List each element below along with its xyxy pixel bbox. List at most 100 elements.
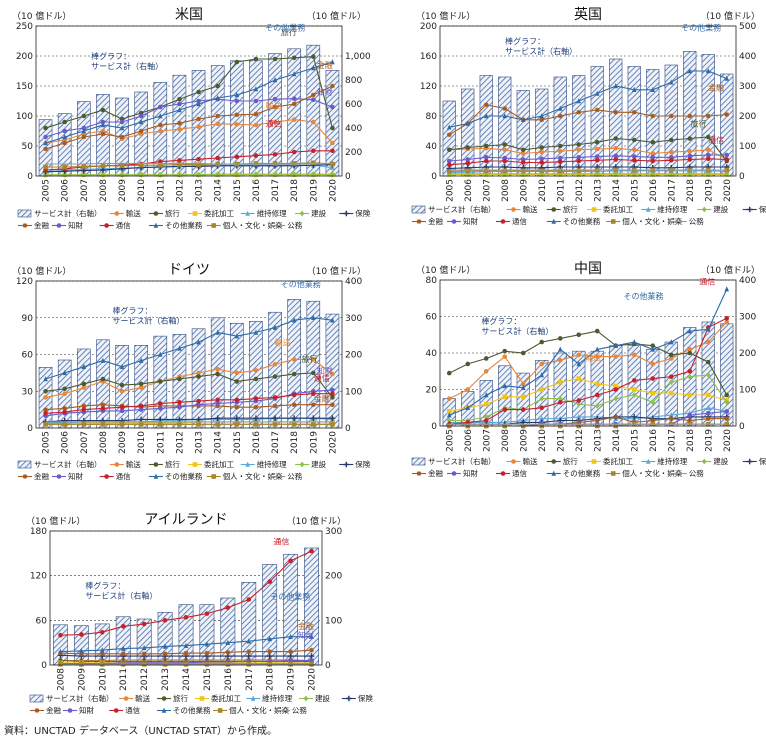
point-transport xyxy=(557,148,563,154)
point-transport xyxy=(43,395,48,400)
point-personal xyxy=(272,422,278,427)
x-tick-label: 2011 xyxy=(119,668,129,691)
x-tick-label: 2019 xyxy=(287,668,297,691)
right-tick-label: 200 xyxy=(325,572,342,582)
right-tick-label: 300 xyxy=(345,314,362,324)
point-finance xyxy=(557,113,563,119)
point-personal xyxy=(539,168,545,174)
point-other xyxy=(502,113,508,119)
point-finance xyxy=(79,651,84,657)
point-other xyxy=(446,124,452,130)
point-transport xyxy=(613,354,619,359)
legend-marker-insurance xyxy=(343,461,350,468)
point-other xyxy=(215,329,220,335)
point-telecom xyxy=(141,621,147,627)
point-finance xyxy=(613,109,619,115)
point-finance xyxy=(43,146,48,152)
point-personal xyxy=(81,422,87,427)
point-finance xyxy=(267,649,272,654)
legend-label-maintenance: 維持修理 xyxy=(257,208,287,218)
legend-label-ip: 知財 xyxy=(463,468,478,478)
point-travel xyxy=(594,328,600,334)
x-tick-label: 2018 xyxy=(686,429,696,452)
point-construction xyxy=(253,171,259,178)
x-tick-label: 2006 xyxy=(464,429,474,452)
point-transport xyxy=(62,391,67,397)
point-transport xyxy=(650,361,656,367)
point-travel xyxy=(100,376,106,382)
point-telecom xyxy=(311,391,316,397)
annotation-services: サービス計（右軸） xyxy=(481,326,553,336)
point-telecom xyxy=(309,548,314,554)
left-tick-label: 200 xyxy=(420,22,437,32)
point-other xyxy=(119,125,125,131)
point-finance xyxy=(215,113,220,119)
legend-marker-telecom xyxy=(113,708,119,713)
legend-label-construction: 建設 xyxy=(315,693,330,703)
point-personal xyxy=(502,168,508,174)
point-transport xyxy=(650,151,656,156)
point-telecom xyxy=(158,401,163,406)
point-personal xyxy=(196,162,201,167)
point-transport xyxy=(539,149,545,155)
series-line-personal xyxy=(45,162,333,168)
point-travel xyxy=(330,395,335,400)
x-tick-label: 2012 xyxy=(175,179,185,202)
point-telecom xyxy=(631,157,637,163)
point-ip xyxy=(158,406,163,411)
legend-marker-other xyxy=(551,218,557,224)
point-other xyxy=(196,101,201,107)
point-other xyxy=(291,71,297,77)
point-personal xyxy=(272,161,278,166)
point-travel xyxy=(687,136,693,141)
point-travel xyxy=(62,386,67,392)
point-ip xyxy=(291,96,297,101)
point-other xyxy=(309,633,314,640)
x-tick-label: 2015 xyxy=(233,179,243,202)
point-finance xyxy=(215,403,220,409)
x-tick-label: 2015 xyxy=(630,179,640,202)
legend-label-travel: 旅行 xyxy=(165,208,180,218)
point-ip xyxy=(288,658,293,663)
chart-panel-2: 英国 （10 億ドル） （10 億ドル） 0 40 80 120 160 200 0 100 200 3… xyxy=(411,6,766,226)
point-other xyxy=(594,346,600,352)
point-transport xyxy=(724,319,730,325)
point-maintenance xyxy=(539,415,545,421)
point-telecom xyxy=(613,387,619,392)
point-finance xyxy=(138,128,144,134)
point-other xyxy=(253,86,259,92)
point-other xyxy=(330,59,335,65)
bar-services xyxy=(249,60,263,177)
point-travel xyxy=(234,379,240,384)
point-transport xyxy=(687,347,693,352)
point-ip xyxy=(724,152,730,158)
series-line-telecom xyxy=(45,393,333,414)
right-tick-label: 300 xyxy=(739,82,756,92)
point-telecom xyxy=(520,407,526,412)
legend-label-telecom: 通信 xyxy=(512,216,527,226)
point-telecom xyxy=(204,611,210,616)
legend-marker-ip xyxy=(56,223,62,228)
legend-marker-processing xyxy=(192,462,198,467)
legend-marker-insurance xyxy=(746,206,753,213)
point-ip xyxy=(309,658,314,663)
legend-label-insurance: 保険 xyxy=(355,209,370,218)
point-personal xyxy=(43,422,48,427)
x-tick-label: 2014 xyxy=(182,668,192,691)
x-tick-label: 2010 xyxy=(98,668,108,691)
x-tick-label: 2006 xyxy=(464,179,474,202)
point-other xyxy=(539,372,545,378)
left-tick-label: 60 xyxy=(22,351,34,361)
point-construction xyxy=(291,171,297,178)
legend-label-government: 公務 xyxy=(689,216,704,226)
legend-marker-transport xyxy=(511,207,516,212)
point-telecom xyxy=(520,160,526,165)
point-insurance xyxy=(234,415,240,421)
series-line-travel xyxy=(45,56,333,129)
point-other xyxy=(162,643,168,649)
left-tick-label: 0 xyxy=(41,661,47,671)
left-axis-unit: （10 億ドル） xyxy=(416,264,475,276)
point-personal xyxy=(330,161,335,167)
legend-marker-construction xyxy=(299,461,305,468)
annotation-finance: 金融 xyxy=(298,621,314,631)
